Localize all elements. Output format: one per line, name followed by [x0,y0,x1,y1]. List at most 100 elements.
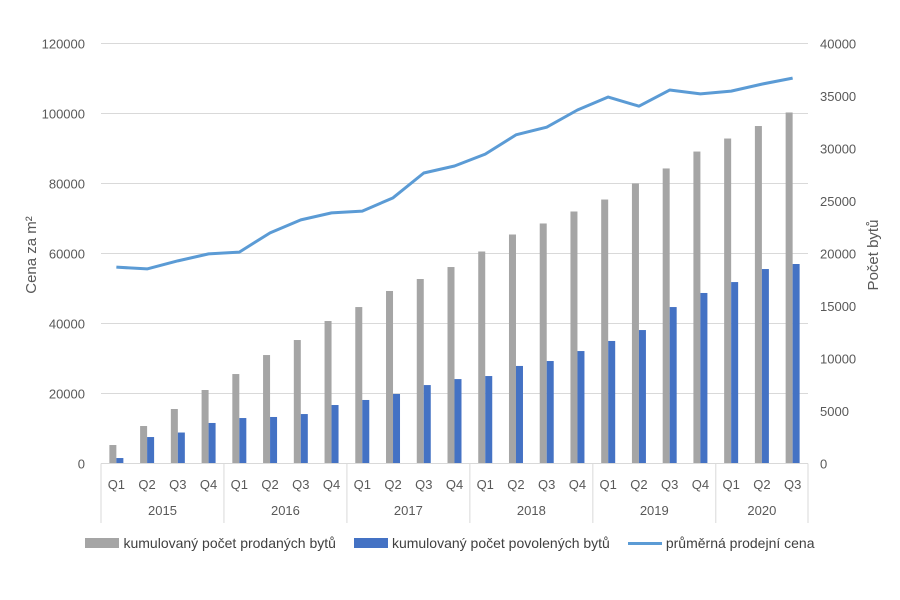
bar-sold [201,390,209,464]
y-right-tick-label: 15000 [820,299,856,314]
bar-permitted [300,414,308,464]
x-tick-label: Q4 [569,477,586,492]
bar-permitted [116,458,124,464]
y-left-tick-label: 20000 [49,387,85,402]
bar-permitted [669,307,677,464]
legend-swatch [85,538,120,548]
x-tick-label: Q1 [108,477,125,492]
x-tick-label: Q4 [323,477,340,492]
y-left-tick-label: 100000 [42,107,85,122]
year-label: 2015 [148,503,177,518]
year-label: 2017 [394,503,423,518]
y-right-tick-label: 5000 [820,404,849,419]
legend-swatch [627,541,662,545]
y-right-tick-label: 30000 [820,142,856,157]
bar-permitted [792,264,800,464]
bar-sold [109,445,117,464]
bar-sold [293,340,301,464]
y-left-tick-label: 40000 [49,317,85,332]
y-right-tick-label: 40000 [820,37,856,52]
legend-label: kumulovaný počet povolených bytů [391,535,610,551]
x-tick-label: Q1 [231,477,248,492]
bar-sold [785,112,793,464]
bar-sold [170,409,178,464]
y-axis-left-title: Cena za m² [23,216,40,294]
legend-label: průměrná prodejní cena [665,535,815,551]
bar-permitted [423,385,431,464]
bar-permitted [147,437,155,464]
y-left-tick-label: 80000 [49,177,85,192]
legend-label: kumulovaný počet prodaných bytů [123,535,336,551]
bar-permitted [515,365,523,464]
x-tick-label: Q4 [446,477,463,492]
x-tick-label: Q3 [661,477,678,492]
bar-permitted [700,292,708,464]
y-right-tick-label: 0 [820,457,827,472]
x-tick-label: Q2 [507,477,524,492]
y-left-tick-label: 0 [78,457,85,472]
x-tick-label: Q1 [354,477,371,492]
y-left-tick-label: 60000 [49,247,85,262]
x-tick-label: Q2 [630,477,647,492]
bar-permitted [454,379,462,464]
bar-sold [447,267,455,464]
bar-sold [386,290,394,464]
x-tick-label: Q3 [169,477,186,492]
y-right-tick-label: 10000 [820,352,856,367]
legend-item-price: průměrná prodejní cena [627,535,815,551]
year-label: 2018 [517,503,546,518]
bar-permitted [485,376,493,464]
x-tick-label: Q1 [722,477,739,492]
x-tick-label: Q4 [200,477,217,492]
legend-swatch [353,538,388,548]
bar-sold [416,279,424,464]
bar-permitted [577,351,585,464]
x-tick-label: Q3 [538,477,555,492]
bar-permitted [546,361,554,464]
legend-item-sold: kumulovaný počet prodaných bytů [85,535,336,551]
x-tick-label: Q1 [600,477,617,492]
legend-item-permitted: kumulovaný počet povolených bytů [353,535,610,551]
bar-permitted [608,340,616,464]
bar-permitted [270,416,278,464]
bar-sold [324,321,332,464]
year-label: 2016 [271,503,300,518]
bar-sold [140,426,148,464]
bar-sold [754,126,762,464]
bar-sold [355,307,363,464]
x-tick-label: Q3 [415,477,432,492]
bar-permitted [208,422,216,464]
bar-permitted [331,405,339,464]
price-line [116,76,793,271]
bar-permitted [761,269,769,464]
bar-sold [232,374,240,464]
x-tick-label: Q2 [753,477,770,492]
bar-sold [478,251,486,464]
bar-sold [693,151,701,464]
x-tick-label: Q2 [138,477,155,492]
y-left-tick-label: 120000 [42,37,85,52]
bar-permitted [239,418,247,464]
year-label: 2019 [640,503,669,518]
bar-sold [570,211,578,464]
bar-permitted [638,330,646,464]
legend: kumulovaný počet prodaných bytů kumulova… [0,535,900,551]
bar-permitted [393,393,401,464]
year-label: 2020 [747,503,776,518]
x-tick-label: Q1 [477,477,494,492]
y-axis-right-title: Počet bytů [865,220,882,291]
bar-sold [631,183,639,464]
bar-sold [263,355,271,464]
y-right-tick-label: 35000 [820,89,856,104]
y-right-tick-label: 25000 [820,194,856,209]
bar-sold [539,223,547,464]
chart: 0 20000 40000 60000 80000 100000 120000 0 5000 10… [23,37,882,523]
bar-sold [724,138,732,464]
bar-sold [662,168,670,464]
x-tick-label: Q3 [784,477,801,492]
bar-permitted [731,282,739,464]
x-tick-label: Q2 [384,477,401,492]
x-tick-label: Q2 [261,477,278,492]
y-right-tick-label: 20000 [820,247,856,262]
x-tick-label: Q4 [692,477,709,492]
